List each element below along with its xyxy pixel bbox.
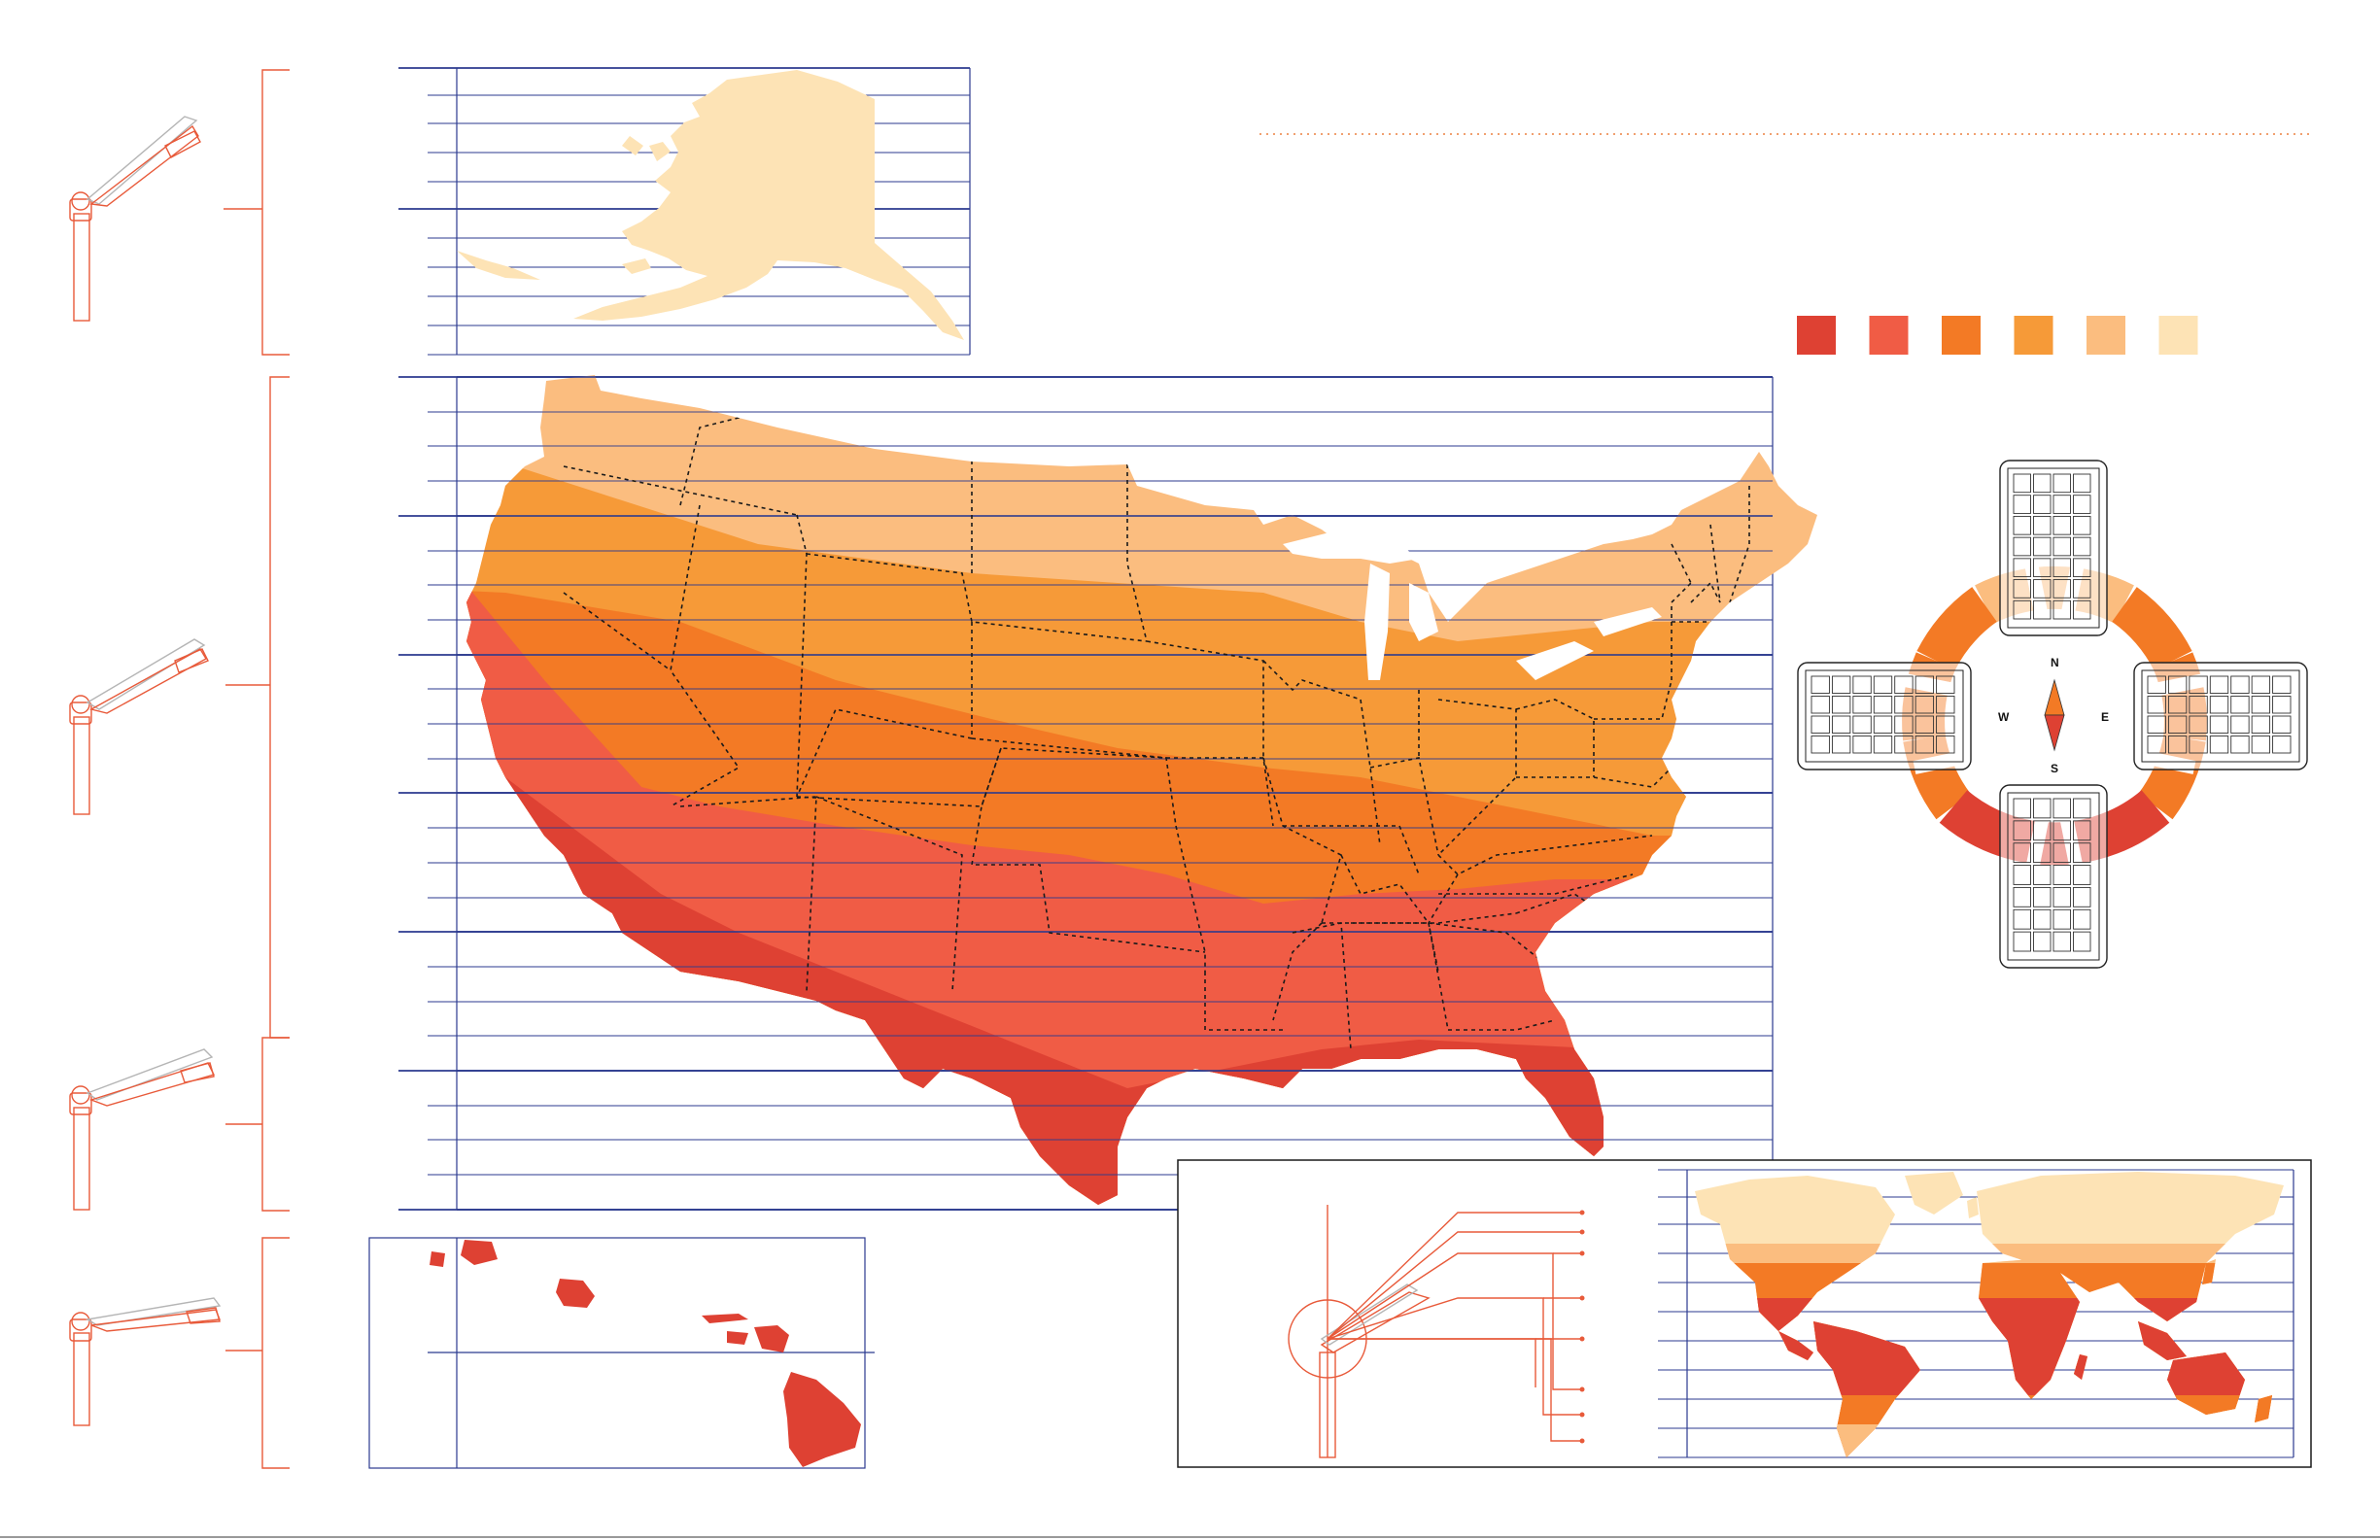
streetlight-tilt-3-icon <box>69 1048 216 1211</box>
great-lakes <box>1283 530 1662 680</box>
fixture-column <box>69 69 290 1469</box>
orientation-diagram: N S W E <box>1797 460 2308 969</box>
compass-label-south: S <box>2051 762 2058 775</box>
legend-swatch <box>2087 316 2125 355</box>
legend-swatch <box>2158 316 2198 355</box>
legend-swatch <box>1942 316 1981 355</box>
bracket-north <box>225 376 290 1039</box>
bracket-alaska <box>224 69 290 356</box>
streetlight-tilt-2-icon <box>69 638 209 815</box>
us-main-panel <box>398 375 1817 1211</box>
hawaii-islands <box>430 1240 861 1467</box>
solar-panel-south <box>1999 784 2108 969</box>
ring-west-arc-upper <box>1916 587 1998 671</box>
compass-label-west: W <box>1998 710 2010 724</box>
hawaii-panel <box>368 1237 875 1469</box>
streetlight-tilt-4-icon <box>69 1297 222 1426</box>
legend-swatches <box>1797 316 2198 355</box>
compass-needle-icon <box>2044 678 2065 752</box>
legend-swatch <box>1797 316 1836 355</box>
streetlight-tilt-1-icon <box>69 116 201 322</box>
alaska-shape <box>573 70 964 340</box>
alaska-panel <box>398 67 971 356</box>
solar-panel-orientations <box>1797 460 2308 969</box>
tilt-angle-diagram <box>1288 1205 1585 1458</box>
legend-swatch <box>1869 316 1909 355</box>
compass-label-east: E <box>2101 710 2109 724</box>
compass-label-north: N <box>2051 656 2059 669</box>
state-borders <box>563 397 1750 1050</box>
legend-swatch <box>2014 316 2053 355</box>
us-solar-zones <box>466 375 1817 1205</box>
inset-panel <box>1177 1159 2312 1468</box>
bracket-south <box>225 1037 290 1212</box>
bracket-hawaii <box>225 1237 290 1469</box>
solar-panel-east <box>2133 662 2308 770</box>
ring-east-arc-upper <box>2111 587 2192 671</box>
us-grid-lines-overlay <box>457 376 1773 1211</box>
solar-panel-north <box>1999 460 2108 636</box>
solar-panel-west <box>1797 662 1972 770</box>
